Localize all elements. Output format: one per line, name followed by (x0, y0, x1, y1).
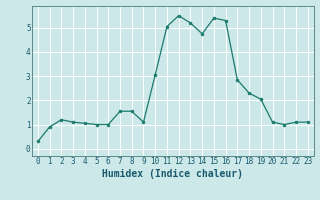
X-axis label: Humidex (Indice chaleur): Humidex (Indice chaleur) (102, 169, 243, 179)
